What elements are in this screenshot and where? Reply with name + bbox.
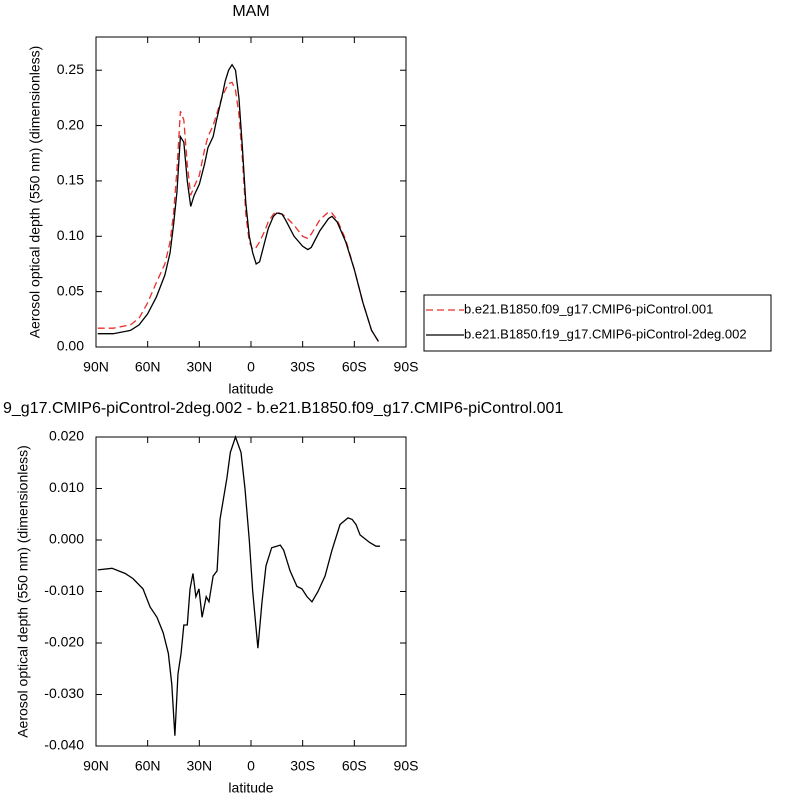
x-tick-label: 60S [342, 758, 367, 774]
legend-label: b.e21.B1850.f09_g17.CMIP6-piControl.001 [464, 301, 713, 316]
x-tick-label: 60N [135, 758, 161, 774]
x-tick-label: 30N [186, 359, 212, 375]
data-line [97, 435, 380, 736]
chart-title: MAM [232, 3, 269, 20]
y-tick-label: 0.10 [57, 227, 84, 243]
y-tick-label: 0.20 [57, 116, 84, 132]
y-tick-label: -0.040 [44, 737, 84, 753]
x-tick-label: 0 [247, 359, 255, 375]
legend-label: b.e21.B1850.f19_g17.CMIP6-piControl-2deg… [464, 326, 747, 341]
x-tick-label: 30S [290, 758, 315, 774]
x-tick-label: 0 [247, 758, 255, 774]
x-tick-label: 30N [186, 758, 212, 774]
data-line [97, 63, 379, 342]
y-tick-label: 0.00 [57, 338, 84, 354]
y-tick-label: 0.010 [49, 479, 84, 495]
y-tick-label: 0.020 [49, 428, 84, 444]
y-tick-label: 0.25 [57, 61, 84, 77]
y-tick-label: 0.000 [49, 531, 84, 547]
x-tick-label: 30S [290, 359, 315, 375]
x-tick-label: 90S [394, 758, 419, 774]
y-axis-label: Aerosol optical depth (550 nm) (dimensio… [15, 445, 31, 738]
plot-frame [95, 436, 407, 747]
y-tick-label: -0.030 [44, 685, 84, 701]
x-tick-label: 90N [83, 359, 109, 375]
y-tick-label: -0.020 [44, 634, 84, 650]
x-tick-label: 60S [342, 359, 367, 375]
y-tick-label: 0.05 [57, 282, 84, 298]
x-axis-label: latitude [228, 381, 273, 397]
x-axis-label: latitude [228, 780, 273, 796]
y-tick-label: 0.15 [57, 172, 84, 188]
data-line [97, 81, 379, 342]
x-tick-label: 60N [135, 359, 161, 375]
x-tick-label: 90N [83, 758, 109, 774]
chart-title: 9_g17.CMIP6-piControl-2deg.002 - b.e21.B… [3, 400, 563, 417]
legend-box [423, 294, 772, 352]
y-tick-label: -0.010 [44, 582, 84, 598]
plot-frame [95, 36, 407, 348]
x-tick-label: 90S [394, 359, 419, 375]
y-axis-label: Aerosol optical depth (550 nm) (dimensio… [27, 46, 43, 339]
